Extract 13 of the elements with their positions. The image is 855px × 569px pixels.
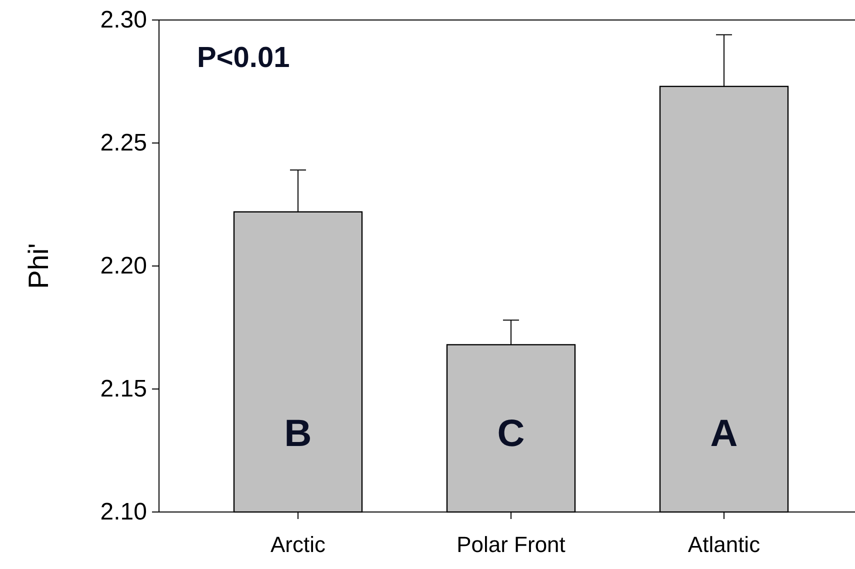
x-tick-label: Atlantic bbox=[688, 532, 760, 557]
x-tick-label: Arctic bbox=[270, 532, 326, 557]
y-tick-label: 2.20 bbox=[100, 252, 147, 280]
annotation: C bbox=[497, 413, 525, 455]
annotation: B bbox=[284, 413, 312, 455]
y-tick-label: 2.30 bbox=[100, 6, 147, 34]
annotation: P<0.01 bbox=[197, 42, 290, 74]
x-tick-label: Polar Front bbox=[456, 532, 566, 557]
y-tick-label: 2.25 bbox=[100, 130, 147, 156]
annotation: A bbox=[710, 413, 738, 455]
y-tick-label: 2.15 bbox=[100, 376, 147, 402]
y-axis-title: Phi' bbox=[23, 243, 54, 289]
y-tick-label: 2.10 bbox=[100, 498, 147, 526]
